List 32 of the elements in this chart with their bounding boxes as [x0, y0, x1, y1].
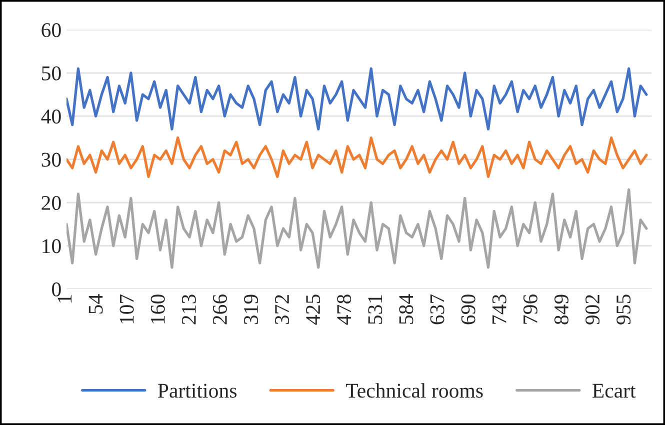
x-tick-label: 690	[461, 294, 476, 324]
x-tick-label: 372	[275, 295, 290, 324]
y-tick-label: 10	[42, 239, 61, 254]
x-tick-label: 213	[182, 294, 196, 324]
y-tick-label: 60	[42, 23, 61, 38]
x-tick-label: 425	[306, 294, 320, 325]
x-tick-label: 849	[554, 294, 568, 324]
legend-label: Partitions	[158, 384, 236, 398]
x-tick-label: 160	[150, 294, 165, 324]
x-tick-label: 796	[523, 294, 538, 324]
line-series	[66, 136, 648, 178]
legend-label: Technical rooms	[346, 383, 483, 398]
y-tick-label: 50	[42, 66, 61, 80]
x-tick-label: 107	[120, 294, 134, 324]
x-tick-label: 955	[616, 294, 631, 324]
x-tick-label: 743	[492, 294, 506, 324]
x-tick-label: 319	[244, 294, 258, 324]
x-tick-label: 478	[337, 294, 352, 325]
x-tick-label: 266	[212, 294, 227, 324]
y-tick-label: 30	[42, 152, 61, 167]
x-tick-label: 1	[58, 295, 72, 302]
x-tick-label: 54	[88, 294, 103, 314]
legend-label: Ecart	[592, 384, 636, 398]
y-tick-label: 20	[42, 196, 61, 210]
x-tick-label: 637	[430, 294, 444, 324]
line-series	[66, 67, 648, 130]
x-tick-label: 584	[399, 294, 414, 324]
y-tick-label: 0	[52, 282, 61, 296]
y-tick-label: 40	[41, 110, 61, 124]
line-series	[66, 188, 648, 269]
x-tick-label: 531	[368, 295, 382, 324]
x-tick-label: 902	[585, 295, 600, 324]
